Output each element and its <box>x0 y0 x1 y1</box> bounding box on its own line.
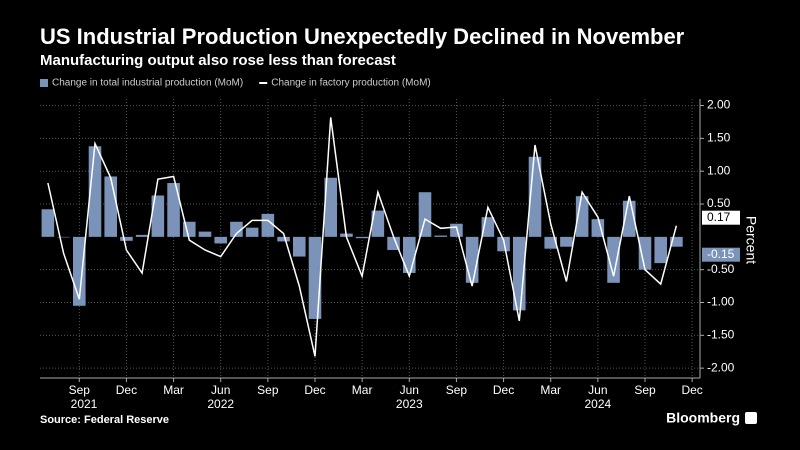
y-tick-label: -0.50 <box>707 262 735 276</box>
x-tick-label: Mar <box>352 383 373 397</box>
value-label: 0.17 <box>707 210 731 224</box>
value-label-box <box>702 247 740 262</box>
x-tick-label: Sep <box>257 383 279 397</box>
bar <box>57 236 70 238</box>
bar <box>230 221 243 237</box>
bar <box>450 223 463 237</box>
chart-subtitle: Manufacturing output also rose less than… <box>40 52 396 69</box>
x-tick-label: Dec <box>304 383 325 397</box>
y-tick-label: -1.00 <box>707 295 735 309</box>
legend-label: Change in factory production (MoM) <box>271 78 431 89</box>
bar <box>544 236 557 249</box>
bar <box>654 236 667 264</box>
bar <box>41 209 55 237</box>
value-label: -0.15 <box>707 247 735 261</box>
year-label: 2023 <box>396 397 423 411</box>
bar <box>591 219 605 237</box>
y-axis-label: Percent <box>743 216 759 264</box>
brand: Bloomberg <box>666 410 740 426</box>
bar <box>135 234 149 237</box>
y-tick-label: -2.00 <box>707 360 735 374</box>
bar <box>214 236 227 244</box>
x-tick-label: Dec <box>493 383 514 397</box>
y-tick-label: 1.50 <box>707 131 731 145</box>
x-tick-label: Mar <box>163 383 184 397</box>
year-label: 2022 <box>207 397 234 411</box>
x-tick-label: Sep <box>69 383 91 397</box>
bar <box>403 236 416 273</box>
bar <box>120 236 133 241</box>
bar <box>167 183 180 237</box>
x-tick-label: Jun <box>211 383 230 397</box>
bar <box>355 236 369 239</box>
bar <box>308 236 322 319</box>
bar <box>293 236 306 257</box>
bar <box>104 176 117 237</box>
y-tick-label: -1.50 <box>707 328 735 342</box>
chart-title: US Industrial Production Unexpectedly De… <box>40 24 685 49</box>
bar <box>245 227 259 237</box>
bar <box>560 236 573 247</box>
y-tick-label: 0.50 <box>707 196 731 210</box>
x-tick-label: Dec <box>681 383 702 397</box>
bar <box>198 231 212 237</box>
year-label: 2021 <box>71 397 98 411</box>
bar <box>151 195 165 237</box>
y-tick-label: 2.00 <box>707 98 731 112</box>
x-tick-label: Sep <box>634 383 656 397</box>
source: Source: Federal Reserve <box>40 414 169 426</box>
bar <box>418 192 432 237</box>
x-tick-label: Sep <box>446 383 468 397</box>
bar <box>371 210 385 237</box>
bar <box>465 236 479 283</box>
y-tick-label: 1.00 <box>707 163 731 177</box>
year-label: 2024 <box>585 397 612 411</box>
x-tick-label: Dec <box>116 383 137 397</box>
bar <box>607 236 620 283</box>
bar <box>277 236 290 242</box>
brand-icon <box>745 412 757 424</box>
bar <box>497 236 510 252</box>
bar <box>638 236 652 270</box>
bar <box>434 235 447 237</box>
x-tick-label: Jun <box>588 383 607 397</box>
bar <box>324 177 337 237</box>
line <box>47 117 678 357</box>
bar <box>261 213 275 237</box>
x-tick-label: Mar <box>540 383 561 397</box>
x-tick-label: Jun <box>400 383 419 397</box>
bar <box>670 236 683 247</box>
value-label-box <box>702 210 740 225</box>
legend-swatch <box>40 79 48 87</box>
legend-label: Change in total industrial production (M… <box>52 78 243 89</box>
